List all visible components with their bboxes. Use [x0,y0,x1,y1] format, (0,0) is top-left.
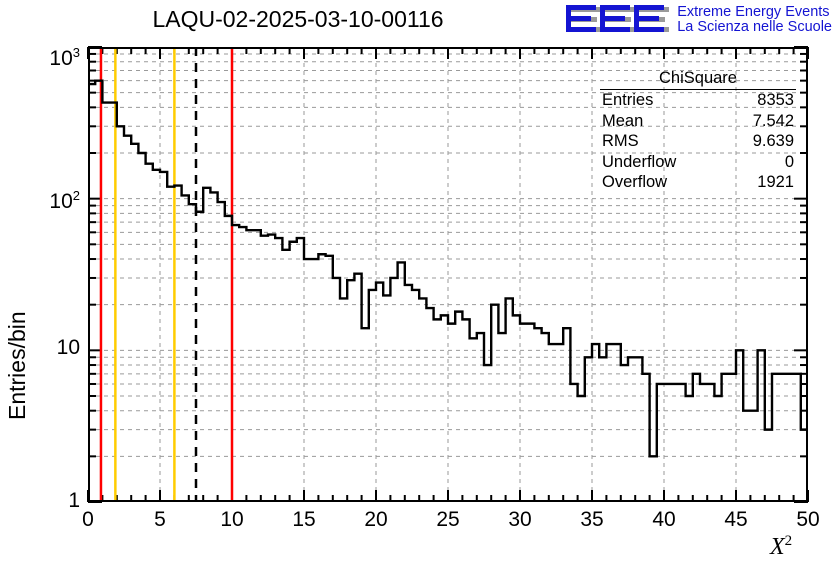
stats-row: Mean 7.542 [600,111,796,131]
histogram-curve [88,79,808,458]
x-tick-label: 5 [154,508,166,531]
y-tick-label-100: 102 [34,188,80,214]
stats-row-key: Mean [602,111,644,130]
y-tick-label-1: 1 [34,489,80,513]
y-tick-exponent: 2 [72,188,80,203]
stats-row-value: 7.542 [752,111,794,130]
x-tick-label: 35 [580,508,604,531]
stats-row-key: Underflow [602,152,677,171]
eee-logo-mark-icon [563,4,671,36]
plot-frame [88,47,808,502]
x-tick-label: 0 [82,508,94,531]
x-axis-title-exponent: 2 [784,533,793,549]
x-tick-label: 45 [724,508,748,531]
stats-box-rows: Entries 8353 Mean 7.542 RMS 9.639 Underflow 0 Ov… [600,90,796,192]
eee-logo-text: Extreme Energy Events La Scienza nelle S… [677,3,832,36]
y-tick-base: 1 [68,489,80,512]
x-tick-label: 40 [652,508,676,531]
eee-logo-line2: La Scienza nelle Scuole [677,19,832,35]
x-tick-label: 10 [220,508,244,531]
x-tick-label: 15 [292,508,316,531]
x-axis-title-base: X [770,534,785,560]
stats-row-value: 9.639 [752,132,794,151]
stats-row-key: Overflow [602,173,668,192]
x-tick-label: 30 [508,508,532,531]
eee-logo-line1: Extreme Energy Events [677,3,830,20]
stats-row-value: 8353 [757,91,794,110]
x-axis-title: X2 [770,533,792,561]
y-tick-label-1000: 103 [34,45,80,71]
x-tick-label: 20 [364,508,388,531]
y-tick-base: 10 [56,336,80,359]
y-tick-base: 10 [49,190,73,213]
stats-row: RMS 9.639 [600,131,796,151]
x-tick-label: 25 [436,508,460,531]
y-axis-title: Entries/bin [4,311,30,420]
x-tick-label: 50 [796,508,820,531]
histogram-plot [87,46,809,503]
stats-row-key: Entries [602,91,654,110]
y-tick-exponent: 3 [72,45,80,60]
stats-row: Overflow 1921 [600,172,796,192]
page-title: LAQU-02-2025-03-10-00116 [152,6,444,32]
stats-box-title: ChiSquare [600,68,796,91]
stats-row-key: RMS [602,132,639,151]
y-tick-base: 10 [49,47,73,70]
y-tick-label-10: 10 [34,336,80,360]
eee-logo: Extreme Energy Events La Scienza nelle S… [563,3,832,37]
stats-row: Underflow 0 [600,152,796,172]
stats-row: Entries 8353 [600,90,796,110]
stats-row-value: 1921 [757,173,794,192]
stats-box: ChiSquare Entries 8353 Mean 7.542 RMS 9.639 Un… [600,68,796,193]
stats-row-value: 0 [784,152,794,171]
